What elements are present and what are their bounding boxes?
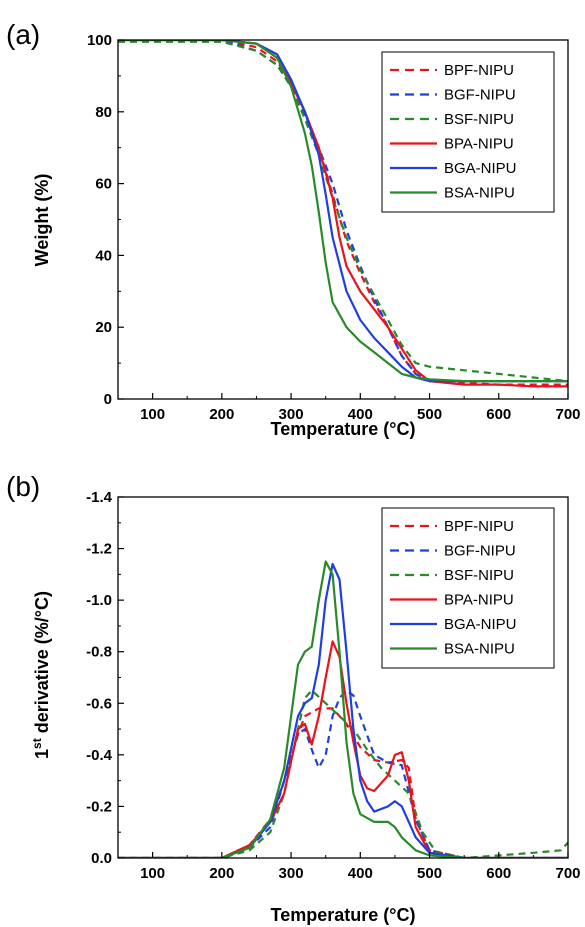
legend-label: BPA-NIPU: [444, 136, 514, 153]
series-group: [118, 560, 568, 858]
y-tick-label: 20: [95, 319, 112, 336]
legend-box: [381, 507, 555, 669]
legend-label: BSF-NIPU: [444, 111, 514, 128]
legend-label: BGA-NIPU: [444, 616, 517, 633]
y-tick-label: 60: [95, 176, 112, 193]
x-tick-label: 700: [555, 406, 580, 423]
y-tick-label: 40: [95, 247, 112, 264]
legend-label: BPF-NIPU: [444, 62, 514, 79]
series-line-bpf-nipu: [118, 40, 568, 386]
legend-label: BGA-NIPU: [444, 160, 517, 177]
legend-label: BGF-NIPU: [444, 87, 516, 104]
legend-label: BSF-NIPU: [444, 567, 514, 584]
y-tick-label: -0.8: [86, 644, 112, 661]
panel-label-a: (a): [6, 19, 40, 50]
x-tick-label: 400: [348, 865, 373, 882]
x-tick-label: 500: [417, 406, 442, 423]
legend-label: BGF-NIPU: [444, 543, 516, 560]
y-tick-label: -0.2: [86, 798, 112, 815]
series-line-bsf-nipu: [118, 40, 568, 383]
series-line-bpa-nipu: [118, 640, 568, 858]
x-tick-label: 200: [209, 406, 234, 423]
x-tick-label: 100: [140, 865, 165, 882]
y-axis-label-a: Weight (%): [32, 174, 52, 267]
y-tick-label: -1.4: [86, 489, 113, 506]
x-tick-label: 300: [279, 406, 304, 423]
series-line-bsa-nipu: [118, 560, 568, 858]
x-tick-label: 600: [486, 406, 511, 423]
legend: BPF-NIPU BGF-NIPU BSF-NIPU BPA-NIPU BGA-NIPU…: [381, 507, 555, 669]
chart-panel-b: (b) 1st derivative (%/°C) Temperature (°…: [6, 471, 581, 925]
x-tick-label: 300: [279, 865, 304, 882]
series-line-bga-nipu: [118, 562, 568, 858]
x-axis-label-a: Temperature (°C): [271, 419, 416, 439]
x-tick-label: 600: [486, 865, 511, 882]
legend-label: BPF-NIPU: [444, 518, 514, 535]
y-tick-label: 0.0: [91, 850, 112, 867]
y-tick-label: -0.6: [86, 695, 112, 712]
series-line-bpf-nipu: [118, 707, 568, 858]
x-axis-label-b: Temperature (°C): [271, 905, 416, 925]
series-line-bgf-nipu: [118, 689, 568, 858]
y-axis-label-b: 1st derivative (%/°C): [30, 591, 52, 759]
chart-panel-a: (a) Weight (%) Temperature (°C) 100 200 30…: [6, 19, 581, 439]
legend-label: BSA-NIPU: [444, 641, 515, 658]
x-tick-label: 500: [417, 865, 442, 882]
series-line-bsf-nipu: [118, 689, 568, 858]
legend: BPF-NIPU BGF-NIPU BSF-NIPU BPA-NIPU BGA-NIPU…: [381, 51, 555, 213]
y-tick-label: -1.0: [86, 592, 112, 609]
legend-label: BPA-NIPU: [444, 592, 514, 609]
y-tick-label: -0.4: [86, 747, 113, 764]
x-tick-label: 400: [348, 406, 373, 423]
series-line-bsa-nipu: [118, 40, 568, 383]
series-group: [118, 40, 568, 388]
panel-label-b: (b): [6, 471, 40, 502]
y-tick-label: 80: [95, 104, 112, 121]
legend-box: [381, 51, 555, 213]
y-tick-label: 100: [87, 32, 112, 49]
x-tick-label: 100: [140, 406, 165, 423]
x-tick-label: 200: [209, 865, 234, 882]
y-tick-label: -1.2: [86, 541, 112, 558]
legend-label: BSA-NIPU: [444, 185, 515, 202]
x-tick-label: 700: [555, 865, 580, 882]
y-tick-label: 0: [104, 391, 112, 408]
